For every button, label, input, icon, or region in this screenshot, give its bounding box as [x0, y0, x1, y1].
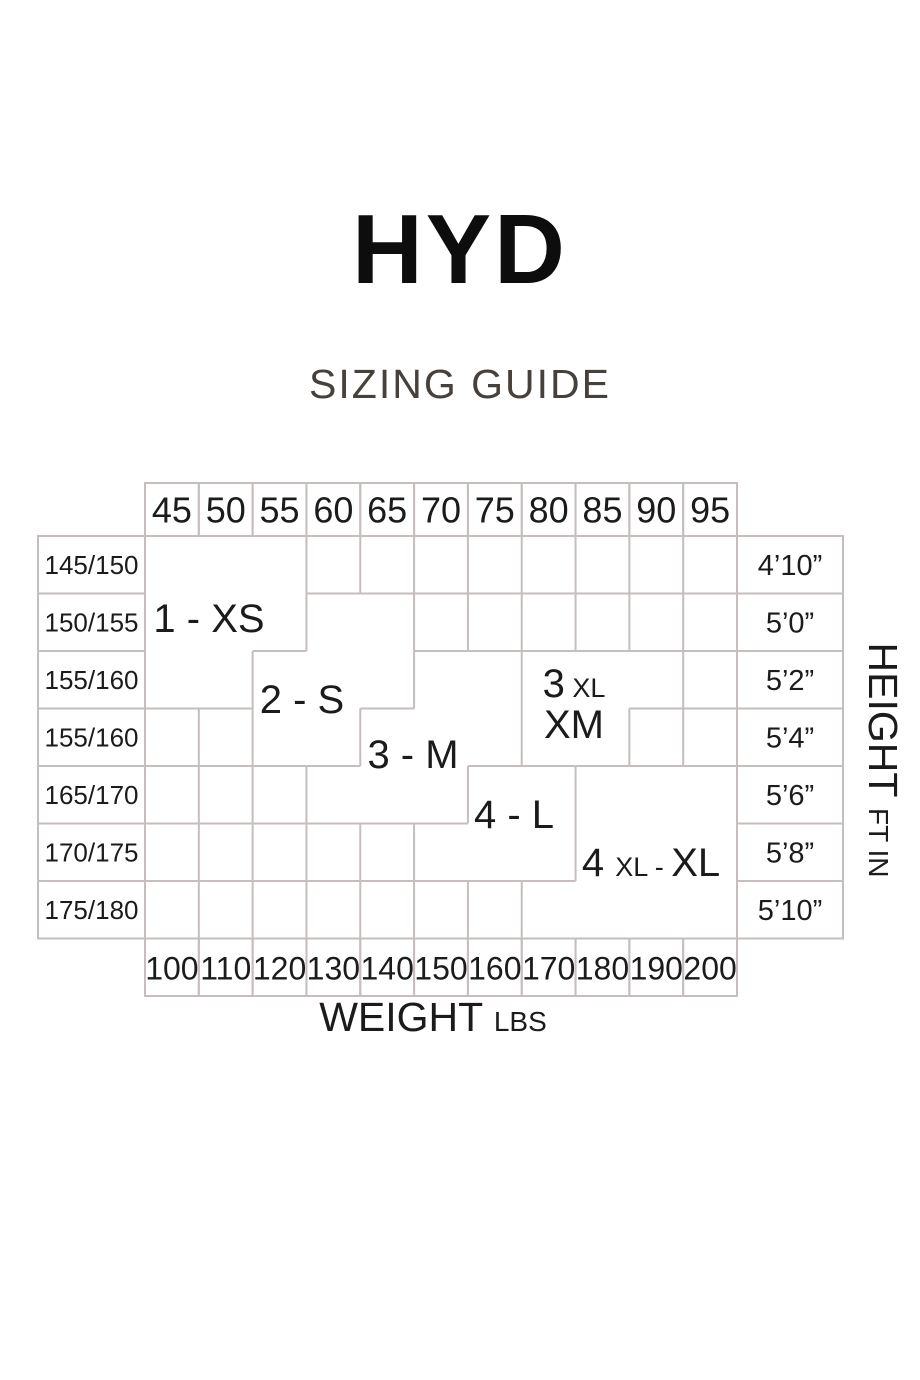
weight-lbs-value: 100 [145, 950, 198, 986]
weight-kg-value: 55 [260, 490, 300, 531]
weight-lbs-value: 190 [630, 950, 683, 986]
height-ftin-value: 5’2” [766, 665, 814, 697]
weight-lbs-value: 180 [576, 950, 629, 986]
weight-lbs-value: 150 [414, 950, 467, 986]
height-cm-value: 155/160 [45, 722, 139, 752]
weight-lbs-value: 170 [522, 950, 575, 986]
brand-logo: HYD [352, 194, 568, 304]
weight-kg-value: 80 [529, 490, 569, 531]
size-region-label-xm: XM [544, 703, 604, 747]
height-cm-value: 155/160 [45, 665, 139, 695]
page-title: SIZING GUIDE [309, 361, 611, 407]
weight-kg-value: 65 [367, 490, 407, 531]
weight-kg-value: 90 [636, 490, 676, 531]
height-cm-value: 175/180 [45, 895, 139, 925]
size-region-label-xs: 1 - XS [153, 597, 264, 641]
size-region-label-s: 2 - S [260, 678, 344, 722]
height-ftin-value: 5’6” [766, 780, 814, 812]
weight-lbs-value: 120 [253, 950, 306, 986]
weight-lbs-value: 200 [683, 950, 736, 986]
height-ftin-value: 4’10” [758, 550, 823, 582]
height-ftin-value: 5’10” [758, 895, 823, 927]
height-cm-value: 170/175 [45, 837, 139, 867]
height-axis-title: HEIGHT FT IN [860, 642, 906, 877]
size-region-label-xm: 3 XL [543, 662, 606, 706]
height-cm-value: 150/155 [45, 607, 139, 637]
size-region-label-l: 4 - L [474, 793, 554, 837]
size-region-label-m: 3 - M [367, 733, 458, 777]
weight-kg-value: 45 [152, 490, 192, 531]
height-cm-value: 145/150 [45, 550, 139, 580]
size-region-label-xl: 4 XL - XL [582, 841, 720, 885]
weight-kg-value: 85 [582, 490, 622, 531]
height-ftin-value: 5’0” [766, 607, 814, 639]
weight-lbs-value: 140 [360, 950, 413, 986]
weight-kg-value: 50 [206, 490, 246, 531]
weight-kg-value: 70 [421, 490, 461, 531]
height-ftin-value: 5’4” [766, 722, 814, 754]
weight-lbs-value: 110 [200, 950, 251, 986]
weight-axis-title: WEIGHT LBS [319, 994, 547, 1040]
weight-lbs-value: 130 [307, 950, 360, 986]
weight-kg-value: 95 [690, 490, 730, 531]
height-ftin-value: 5’8” [766, 837, 814, 869]
weight-kg-value: 75 [475, 490, 515, 531]
weight-kg-value: 60 [313, 490, 353, 531]
weight-lbs-value: 160 [468, 950, 521, 986]
height-cm-value: 165/170 [45, 780, 139, 810]
